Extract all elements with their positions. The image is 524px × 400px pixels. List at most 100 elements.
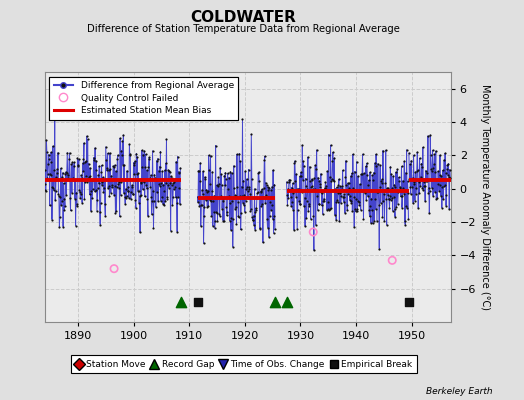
- Point: [116, 135, 124, 141]
- Point: [111, 210, 119, 216]
- Point: [415, 190, 423, 196]
- Point: [54, 193, 63, 199]
- Point: [163, 182, 172, 188]
- Point: [258, 200, 267, 207]
- Point: [412, 168, 421, 174]
- Point: [195, 177, 204, 184]
- Point: [58, 174, 66, 180]
- Point: [435, 171, 444, 178]
- Point: [160, 202, 168, 208]
- Point: [434, 176, 443, 183]
- Point: [309, 213, 318, 219]
- Point: [290, 227, 298, 233]
- Point: [63, 175, 72, 181]
- Point: [231, 192, 239, 198]
- Point: [370, 196, 379, 202]
- Point: [348, 151, 357, 158]
- Point: [41, 167, 49, 173]
- Point: [228, 198, 236, 204]
- Point: [119, 190, 128, 196]
- Point: [286, 177, 294, 183]
- Point: [380, 218, 388, 224]
- Point: [350, 194, 358, 200]
- Y-axis label: Monthly Temperature Anomaly Difference (°C): Monthly Temperature Anomaly Difference (…: [480, 84, 490, 310]
- Point: [154, 156, 162, 162]
- Point: [139, 186, 147, 192]
- Point: [241, 168, 249, 174]
- Point: [114, 181, 123, 188]
- Point: [245, 183, 253, 190]
- Point: [315, 177, 324, 184]
- Point: [292, 186, 301, 193]
- Point: [327, 204, 335, 211]
- Point: [78, 175, 86, 182]
- Point: [314, 201, 323, 208]
- Point: [214, 174, 223, 181]
- Point: [405, 150, 413, 156]
- Point: [298, 189, 306, 196]
- Point: [297, 169, 305, 176]
- Point: [47, 158, 56, 165]
- Text: Berkeley Earth: Berkeley Earth: [426, 387, 493, 396]
- Point: [292, 171, 300, 177]
- Point: [299, 158, 308, 164]
- Point: [353, 208, 361, 214]
- Point: [46, 202, 54, 209]
- Point: [136, 179, 145, 186]
- Point: [142, 182, 150, 188]
- Point: [53, 166, 61, 172]
- Point: [79, 160, 87, 166]
- Point: [344, 190, 352, 197]
- Point: [267, 186, 275, 193]
- Point: [293, 226, 301, 232]
- Point: [329, 177, 337, 184]
- Point: [285, 176, 293, 183]
- Point: [131, 197, 139, 203]
- Point: [314, 174, 322, 181]
- Point: [432, 176, 441, 183]
- Point: [221, 182, 229, 188]
- Point: [436, 181, 445, 188]
- Point: [199, 240, 208, 246]
- Point: [98, 182, 106, 188]
- Point: [388, 208, 397, 214]
- Point: [353, 206, 362, 212]
- Point: [297, 173, 305, 179]
- Point: [63, 149, 71, 156]
- Point: [334, 182, 343, 188]
- Point: [50, 187, 58, 194]
- Point: [126, 151, 135, 157]
- Point: [430, 151, 439, 158]
- Point: [123, 168, 131, 174]
- Point: [301, 223, 309, 229]
- Point: [320, 198, 328, 204]
- Point: [336, 200, 345, 206]
- Point: [368, 207, 376, 214]
- Point: [306, 178, 314, 184]
- Point: [375, 245, 384, 252]
- Point: [348, 207, 356, 214]
- Point: [394, 188, 402, 195]
- Point: [282, 179, 291, 185]
- Point: [336, 183, 344, 190]
- Point: [56, 194, 64, 200]
- Point: [407, 158, 416, 164]
- Point: [118, 138, 127, 144]
- Point: [239, 178, 248, 184]
- Point: [364, 177, 373, 184]
- Point: [431, 168, 440, 175]
- Point: [382, 195, 390, 202]
- Point: [326, 142, 335, 148]
- Point: [328, 176, 336, 182]
- Point: [365, 213, 374, 220]
- Point: [216, 193, 225, 199]
- Point: [335, 218, 344, 224]
- Point: [418, 164, 426, 170]
- Point: [231, 204, 239, 210]
- Point: [143, 167, 151, 173]
- Point: [416, 174, 424, 180]
- Point: [421, 198, 429, 204]
- Point: [166, 179, 174, 186]
- Point: [238, 192, 246, 199]
- Point: [427, 166, 435, 172]
